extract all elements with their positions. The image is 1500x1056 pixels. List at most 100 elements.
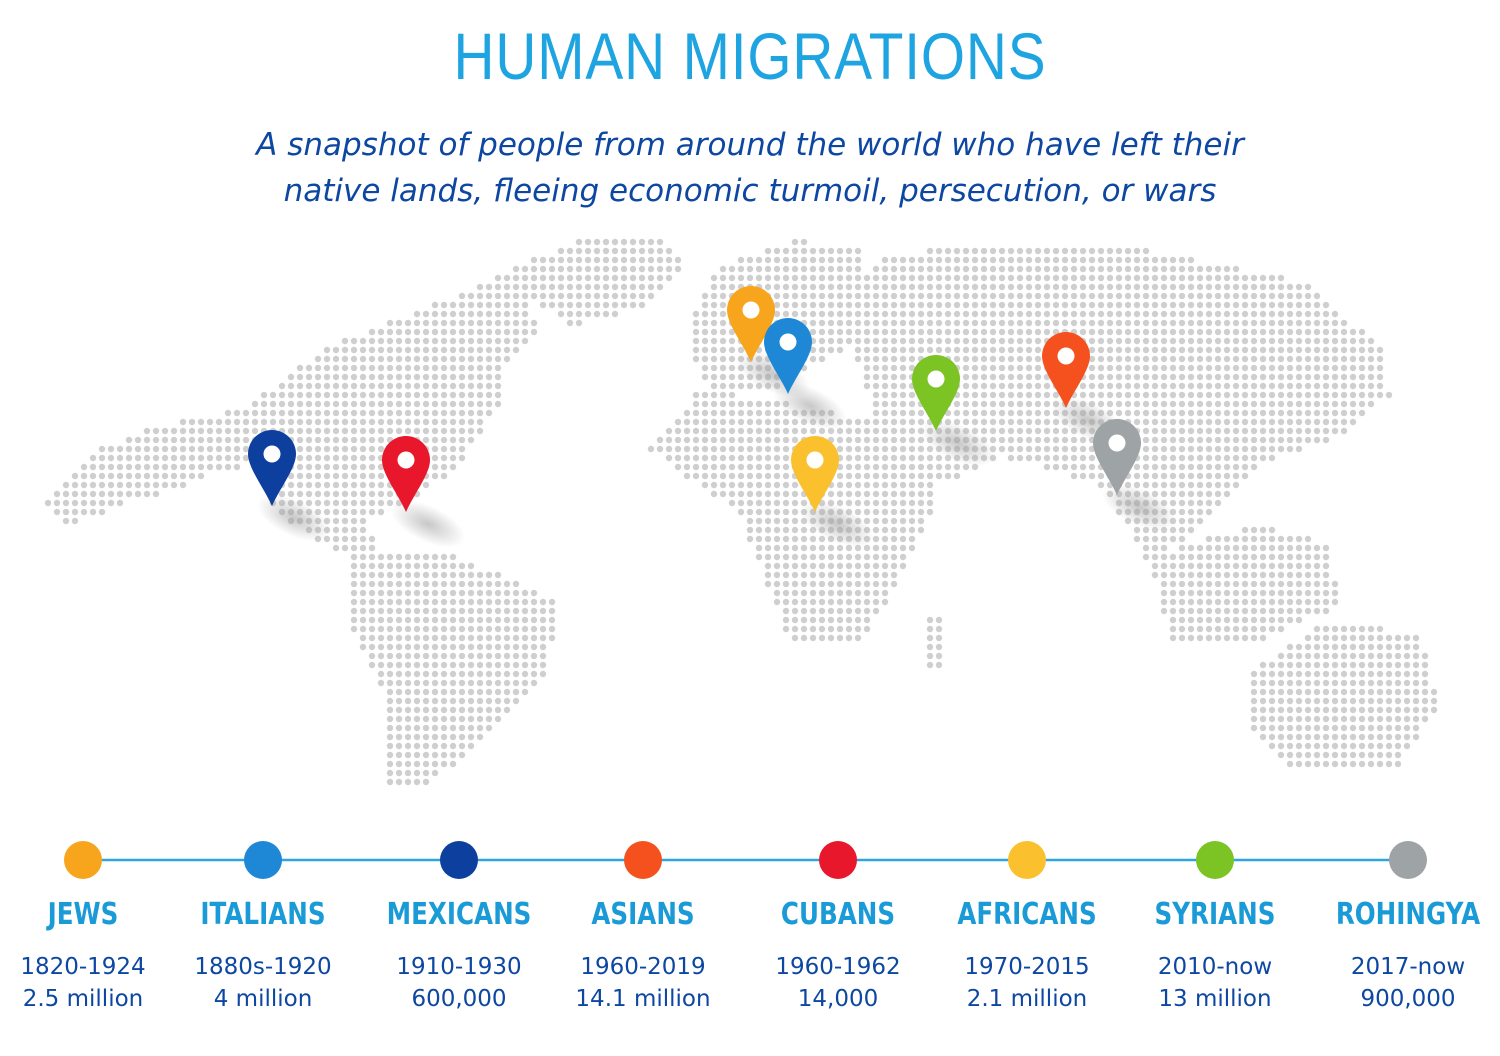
map-dot bbox=[782, 589, 790, 597]
map-dot bbox=[449, 706, 457, 714]
map-dot bbox=[467, 580, 475, 588]
map-dot bbox=[872, 544, 880, 552]
map-dot bbox=[350, 355, 358, 363]
map-dot bbox=[296, 364, 304, 372]
map-dot bbox=[1043, 445, 1051, 453]
map-dot bbox=[404, 679, 412, 687]
map-dot bbox=[1178, 337, 1186, 345]
map-dot bbox=[1349, 697, 1357, 705]
map-dot bbox=[1160, 607, 1168, 615]
map-dot bbox=[449, 733, 457, 741]
map-dot bbox=[332, 427, 340, 435]
map-dot bbox=[1304, 544, 1312, 552]
map-dot bbox=[395, 373, 403, 381]
map-dot bbox=[917, 481, 925, 489]
map-pin-icon bbox=[727, 286, 775, 362]
map-dot bbox=[404, 337, 412, 345]
map-dot bbox=[1322, 409, 1330, 417]
map-dot bbox=[1286, 364, 1294, 372]
map-dot bbox=[404, 706, 412, 714]
map-dot bbox=[818, 427, 826, 435]
map-dot bbox=[71, 508, 79, 516]
pin-hole bbox=[397, 451, 415, 469]
map-dot bbox=[521, 274, 529, 282]
map-dot bbox=[512, 643, 520, 651]
map-dot bbox=[287, 391, 295, 399]
map-dot bbox=[431, 679, 439, 687]
map-dot bbox=[926, 301, 934, 309]
map-dot bbox=[800, 310, 808, 318]
map-dot bbox=[521, 589, 529, 597]
map-dot bbox=[1349, 400, 1357, 408]
map-dot bbox=[656, 445, 664, 453]
map-dot bbox=[890, 481, 898, 489]
map-dot bbox=[404, 364, 412, 372]
map-dot bbox=[1151, 382, 1159, 390]
group-years: 1960-2019 bbox=[580, 954, 706, 980]
map-dot bbox=[602, 283, 610, 291]
map-dot bbox=[1205, 418, 1213, 426]
map-dot bbox=[935, 283, 943, 291]
map-dot bbox=[458, 373, 466, 381]
map-dot bbox=[314, 490, 322, 498]
map-dot bbox=[521, 616, 529, 624]
map-dot bbox=[737, 409, 745, 417]
map-dot bbox=[449, 634, 457, 642]
map-dot bbox=[854, 337, 862, 345]
map-dot bbox=[593, 283, 601, 291]
map-dot bbox=[152, 454, 160, 462]
map-dot bbox=[413, 652, 421, 660]
map-dot bbox=[125, 445, 133, 453]
map-dot bbox=[1115, 292, 1123, 300]
map-dot bbox=[944, 247, 952, 255]
map-dot bbox=[1322, 418, 1330, 426]
map-dot bbox=[125, 490, 133, 498]
map-dot bbox=[818, 535, 826, 543]
map-dot bbox=[1115, 283, 1123, 291]
map-dot bbox=[692, 337, 700, 345]
map-dot bbox=[1268, 742, 1276, 750]
map-dot bbox=[890, 409, 898, 417]
map-dot bbox=[1034, 427, 1042, 435]
map-dot bbox=[404, 391, 412, 399]
map-dot bbox=[1196, 598, 1204, 606]
map-dot bbox=[1349, 418, 1357, 426]
map-dot bbox=[989, 364, 997, 372]
map-dot bbox=[1259, 337, 1267, 345]
map-dot bbox=[440, 364, 448, 372]
group-name: JEWS bbox=[47, 897, 119, 932]
group-count: 2.1 million bbox=[966, 986, 1088, 1012]
map-dot bbox=[467, 292, 475, 300]
map-dot bbox=[1088, 301, 1096, 309]
map-dot bbox=[1385, 634, 1393, 642]
map-dot bbox=[791, 310, 799, 318]
map-dot bbox=[386, 571, 394, 579]
map-dot bbox=[1295, 661, 1303, 669]
map-dot bbox=[1178, 409, 1186, 417]
map-dot bbox=[1196, 463, 1204, 471]
map-dot bbox=[1151, 418, 1159, 426]
map-dot bbox=[332, 355, 340, 363]
map-dot bbox=[287, 418, 295, 426]
map-dot bbox=[1097, 355, 1105, 363]
map-dot bbox=[1403, 733, 1411, 741]
map-dot bbox=[431, 319, 439, 327]
map-dot bbox=[728, 472, 736, 480]
map-dot bbox=[1286, 301, 1294, 309]
map-dot bbox=[431, 652, 439, 660]
map-dot bbox=[359, 409, 367, 417]
map-dot bbox=[1169, 301, 1177, 309]
page-subtitle: A snapshot of people from around the wor… bbox=[150, 122, 1350, 214]
map-dot bbox=[908, 310, 916, 318]
map-dot bbox=[1214, 472, 1222, 480]
map-dot bbox=[521, 625, 529, 633]
map-dot bbox=[1340, 706, 1348, 714]
map-dot bbox=[458, 634, 466, 642]
map-dot bbox=[1007, 328, 1015, 336]
map-dot bbox=[359, 535, 367, 543]
map-dot bbox=[485, 616, 493, 624]
map-dot bbox=[1376, 661, 1384, 669]
map-dot bbox=[377, 643, 385, 651]
map-dot bbox=[80, 481, 88, 489]
map-dot bbox=[530, 607, 538, 615]
